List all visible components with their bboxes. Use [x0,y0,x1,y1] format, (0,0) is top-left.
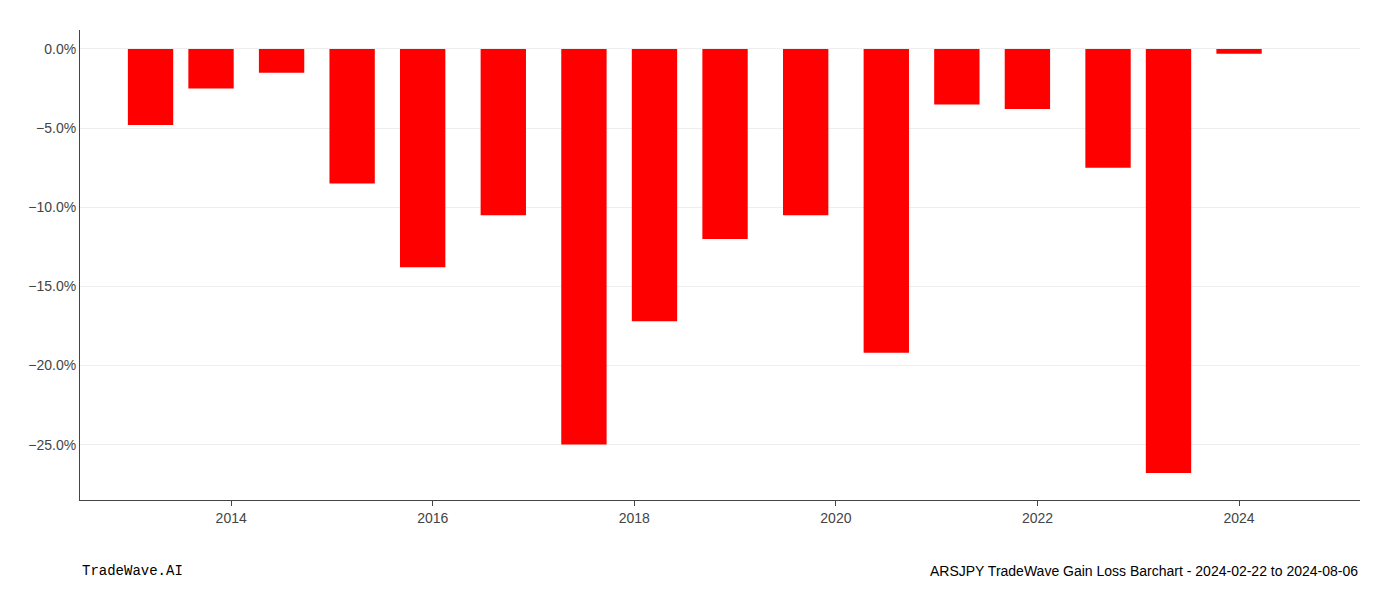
svg-text:−10.0%: −10.0% [28,199,76,215]
svg-text:0.0%: 0.0% [44,41,76,57]
svg-text:TradeWave.AI: TradeWave.AI [82,563,183,579]
svg-text:−25.0%: −25.0% [28,437,76,453]
svg-text:2014: 2014 [216,510,247,526]
svg-text:−15.0%: −15.0% [28,278,76,294]
svg-text:−5.0%: −5.0% [36,120,76,136]
svg-text:2016: 2016 [417,510,448,526]
svg-text:2018: 2018 [619,510,650,526]
svg-text:−20.0%: −20.0% [28,357,76,373]
svg-text:2024: 2024 [1223,510,1254,526]
svg-text:2022: 2022 [1022,510,1053,526]
svg-text:2020: 2020 [820,510,851,526]
svg-text:ARSJPY TradeWave Gain Loss Bar: ARSJPY TradeWave Gain Loss Barchart - 20… [930,563,1358,579]
